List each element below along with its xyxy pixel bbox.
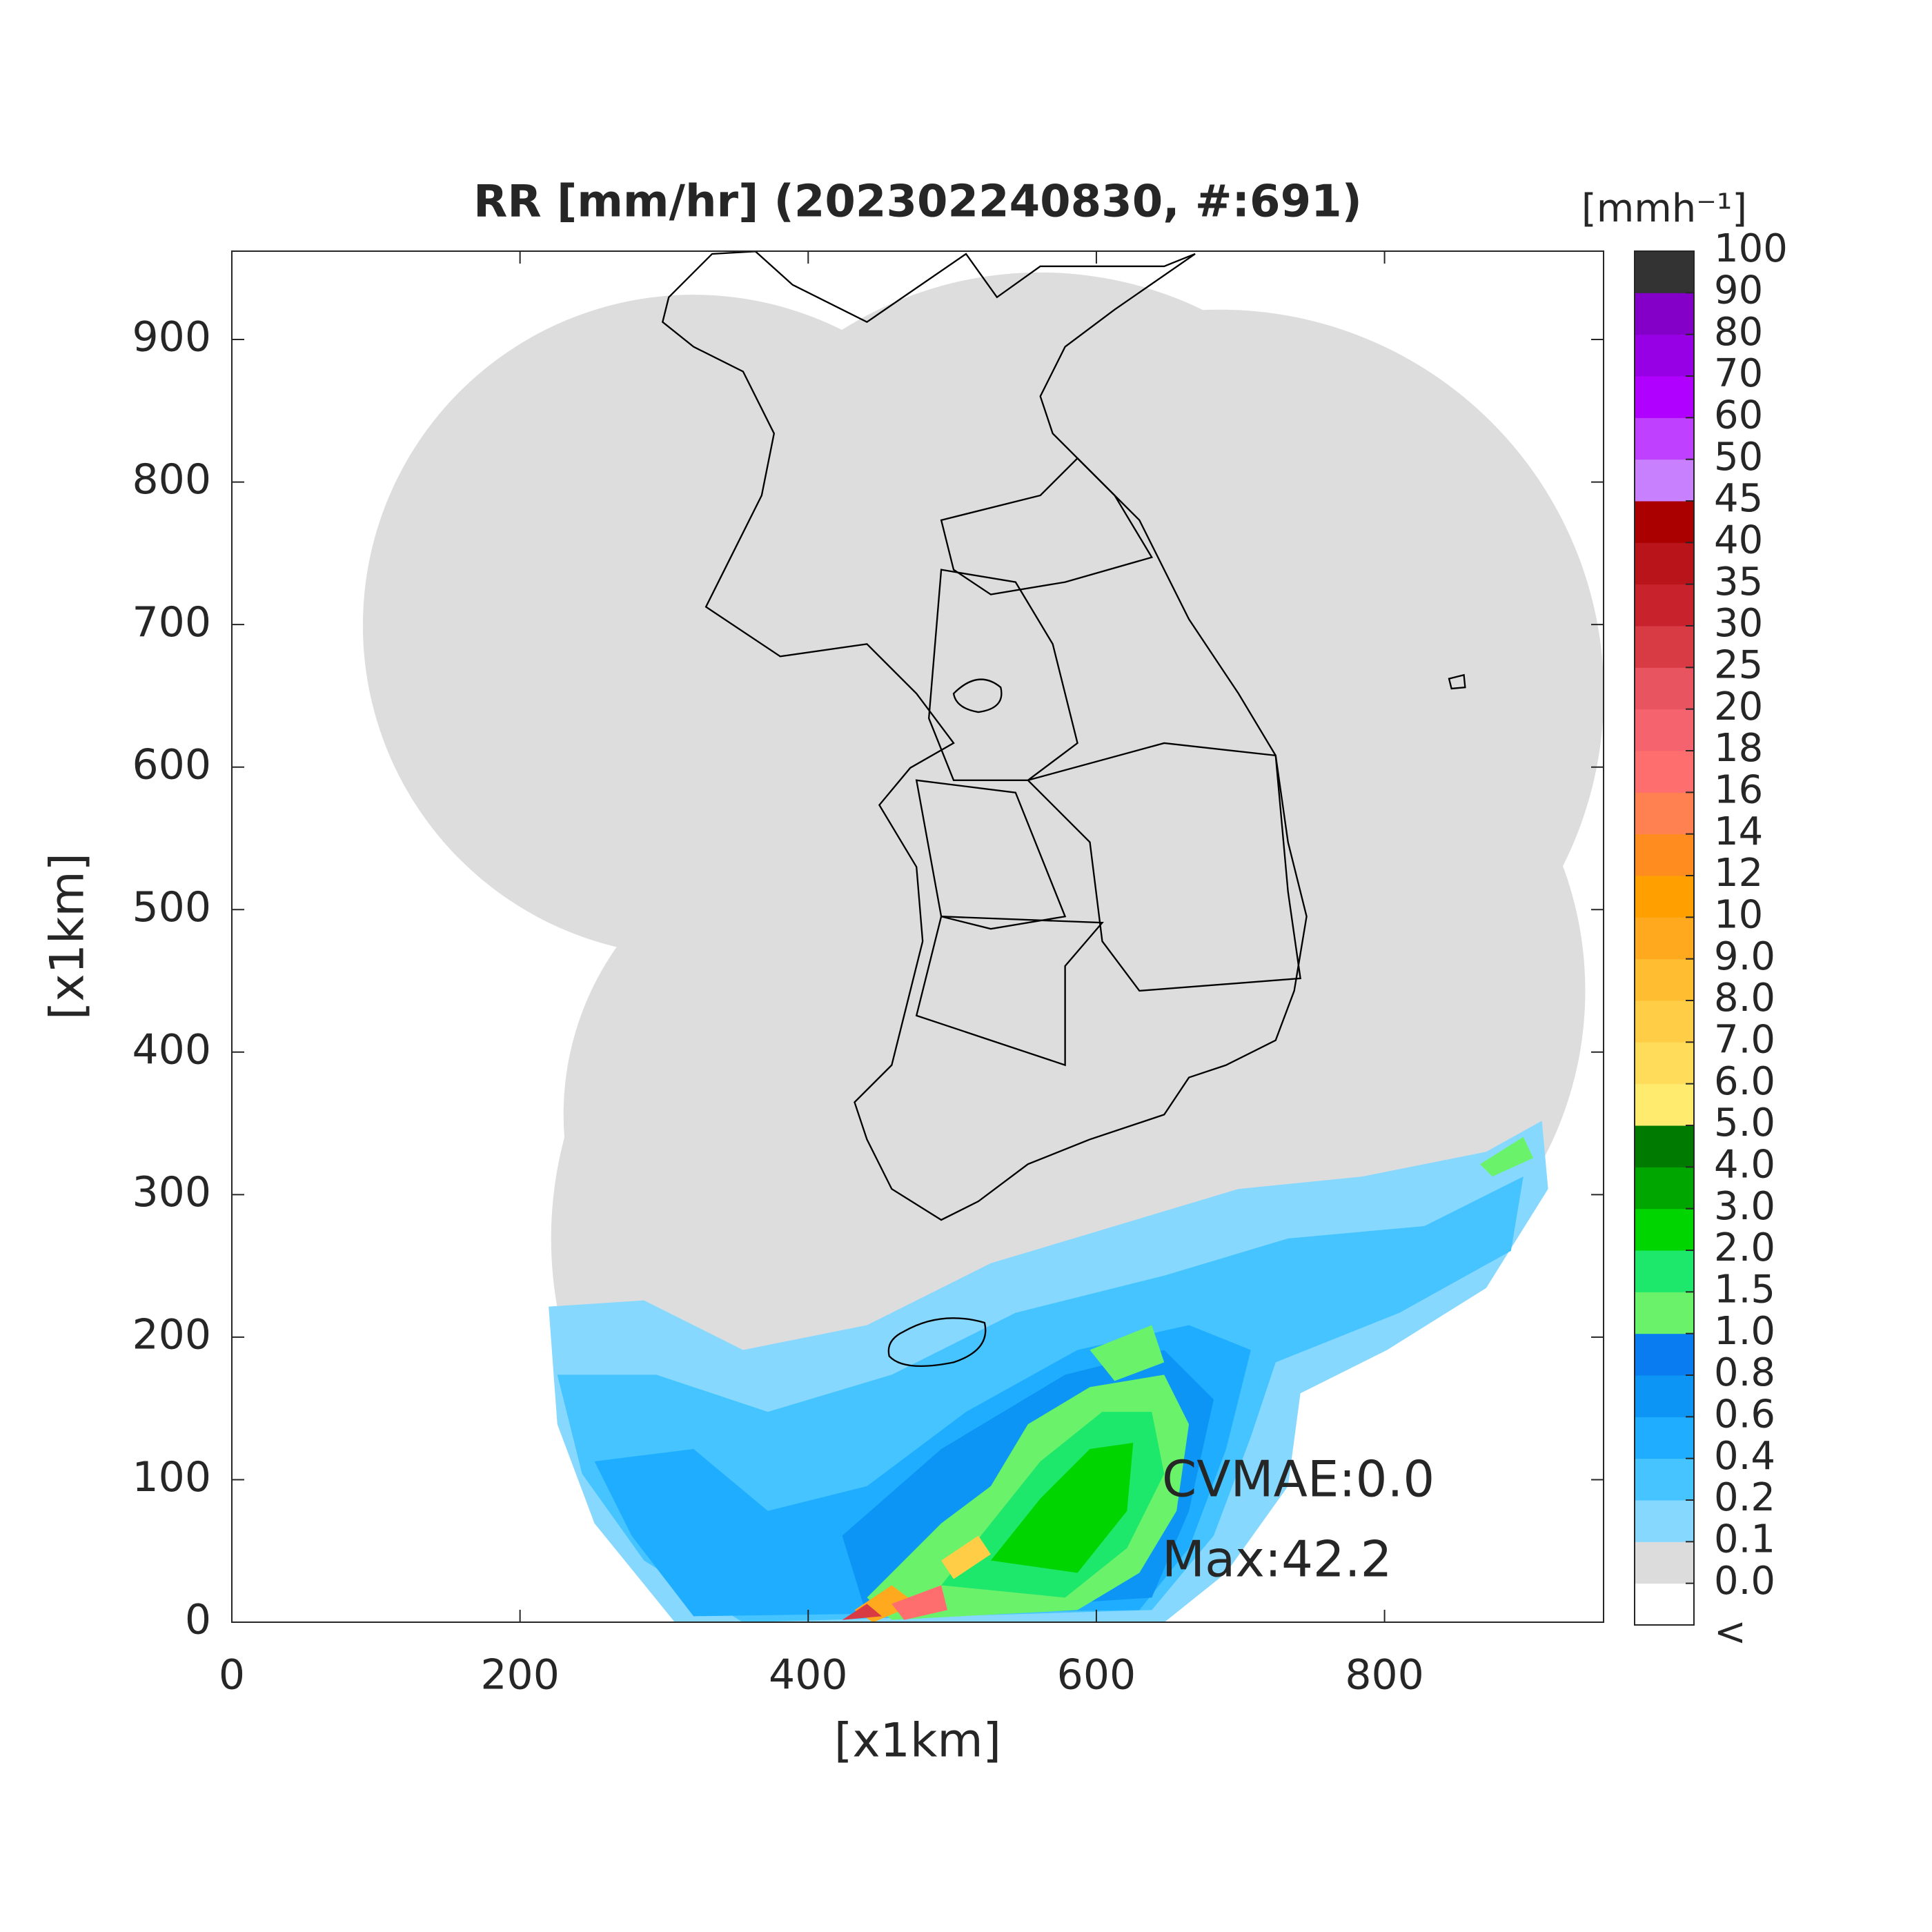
colorbar-segment [1635, 459, 1694, 502]
colorbar-tick-label: 1.0 [1714, 1309, 1775, 1354]
colorbar-tick-label: 9.0 [1714, 934, 1775, 979]
colorbar-tick-label: 3.0 [1714, 1184, 1775, 1229]
colorbar-tick-label: 25 [1714, 642, 1763, 687]
colorbar-tick-label: 1.5 [1714, 1267, 1775, 1312]
colorbar-segment [1635, 751, 1694, 793]
colorbar-tick-label: 7.0 [1714, 1017, 1775, 1062]
colorbar-tick-label: 8.0 [1714, 976, 1775, 1021]
colorbar-tick-label: 45 [1714, 476, 1763, 521]
colorbar-tick-label: 5.0 [1714, 1101, 1775, 1145]
map-layer [362, 251, 1604, 1623]
colorbar-segment [1635, 876, 1694, 918]
colorbar-segment [1635, 626, 1694, 668]
colorbar-tick-label: 14 [1714, 809, 1763, 854]
rain-field [549, 1121, 1548, 1623]
colorbar-tick-label: 90 [1714, 268, 1763, 313]
colorbar-segment [1635, 958, 1694, 1001]
colorbar-tick-label: 80 [1714, 310, 1763, 355]
colorbar-segment [1635, 293, 1694, 335]
axes-frame [231, 250, 1604, 1623]
colorbar-segment [1635, 501, 1694, 543]
x-tick-label: 200 [480, 1651, 560, 1699]
colorbar-tick-label: 6.0 [1714, 1059, 1775, 1104]
colorbar-segment [1635, 1500, 1694, 1542]
x-tick-label: 400 [769, 1651, 848, 1699]
colorbar-segment [1635, 709, 1694, 751]
colorbar-tick-label: 0.0 [1714, 1559, 1775, 1604]
colorbar-segment [1635, 1375, 1694, 1417]
colorbar-segment [1635, 1125, 1694, 1167]
colorbar-segment [1635, 834, 1694, 876]
colorbar-tick-label: 20 [1714, 684, 1763, 729]
colorbar-frame [1634, 250, 1695, 1626]
x-tick-label: 600 [1057, 1651, 1136, 1699]
chart-title: RR [mm/hr] (202302240830, #:691) [473, 177, 1362, 228]
colorbar-segment [1635, 1583, 1694, 1626]
colorbar-tick-label: 35 [1714, 560, 1763, 604]
colorbar-tick-label: 60 [1714, 393, 1763, 437]
annotation: Max:42.2 [1162, 1530, 1392, 1588]
colorbar-segment [1635, 1000, 1694, 1043]
colorbar-segment [1635, 917, 1694, 960]
y-tick-label: 200 [132, 1310, 211, 1359]
y-tick-label: 900 [132, 313, 211, 362]
colorbar-segment [1635, 1083, 1694, 1126]
colorbar-tick-label: 4.0 [1714, 1142, 1775, 1187]
colorbar-label: [mmh⁻¹] [1581, 186, 1747, 231]
colorbar-segment [1635, 542, 1694, 585]
y-tick-label: 700 [132, 598, 211, 647]
colorbar-segment [1635, 792, 1694, 835]
colorbar-tick-label: 0.4 [1714, 1434, 1775, 1479]
colorbar-under-label: < [1714, 1610, 1746, 1655]
annotation: CVMAE:0.0 [1162, 1450, 1435, 1508]
colorbar-tick-label: 100 [1714, 226, 1788, 271]
colorbar-tick-label: 0.6 [1714, 1392, 1775, 1437]
colorbar-segment [1635, 1541, 1694, 1584]
colorbar-tick-label: 30 [1714, 601, 1763, 646]
colorbar-segment [1635, 334, 1694, 377]
colorbar-tick-label: 0.8 [1714, 1350, 1775, 1395]
colorbar-tick-label: 10 [1714, 892, 1763, 937]
y-tick-label: 500 [132, 883, 211, 931]
colorbar-segment [1635, 1292, 1694, 1334]
y-tick-label: 800 [132, 455, 211, 504]
y-tick-label: 400 [132, 1025, 211, 1074]
colorbar-segment [1635, 1333, 1694, 1376]
y-tick-label: 100 [132, 1453, 211, 1501]
colorbar-segment [1635, 251, 1694, 293]
y-tick-label: 600 [132, 740, 211, 789]
x-axis-label: [x1km] [834, 1714, 1001, 1768]
y-tick-label: 300 [132, 1168, 211, 1216]
colorbar-tick-label: 50 [1714, 435, 1763, 480]
colorbar-tick-label: 40 [1714, 518, 1763, 562]
y-tick-label: 0 [185, 1596, 211, 1644]
colorbar-segment [1635, 1458, 1694, 1501]
colorbar-segment [1635, 417, 1694, 460]
colorbar-segment [1635, 1208, 1694, 1251]
colorbar-segment [1635, 1417, 1694, 1459]
colorbar-segment [1635, 1250, 1694, 1292]
colorbar-segment [1635, 584, 1694, 627]
colorbar-tick-label: 2.0 [1714, 1225, 1775, 1270]
colorbar-tick-label: 0.1 [1714, 1517, 1775, 1561]
colorbar-tick-label: 12 [1714, 851, 1763, 896]
x-tick-label: 0 [219, 1651, 245, 1699]
colorbar-segment [1635, 1042, 1694, 1085]
colorbar-segment [1635, 1167, 1694, 1210]
colorbar-tick-label: 18 [1714, 726, 1763, 771]
coastline [661, 251, 1466, 1368]
colorbar-tick-label: 70 [1714, 351, 1763, 396]
colorbar-tick-label: 16 [1714, 767, 1763, 812]
colorbar-tick-label: 0.2 [1714, 1475, 1775, 1520]
y-axis-label: [x1km] [41, 853, 95, 1020]
x-tick-label: 800 [1345, 1651, 1424, 1699]
colorbar-segment [1635, 667, 1694, 710]
colorbar-segment [1635, 376, 1694, 418]
